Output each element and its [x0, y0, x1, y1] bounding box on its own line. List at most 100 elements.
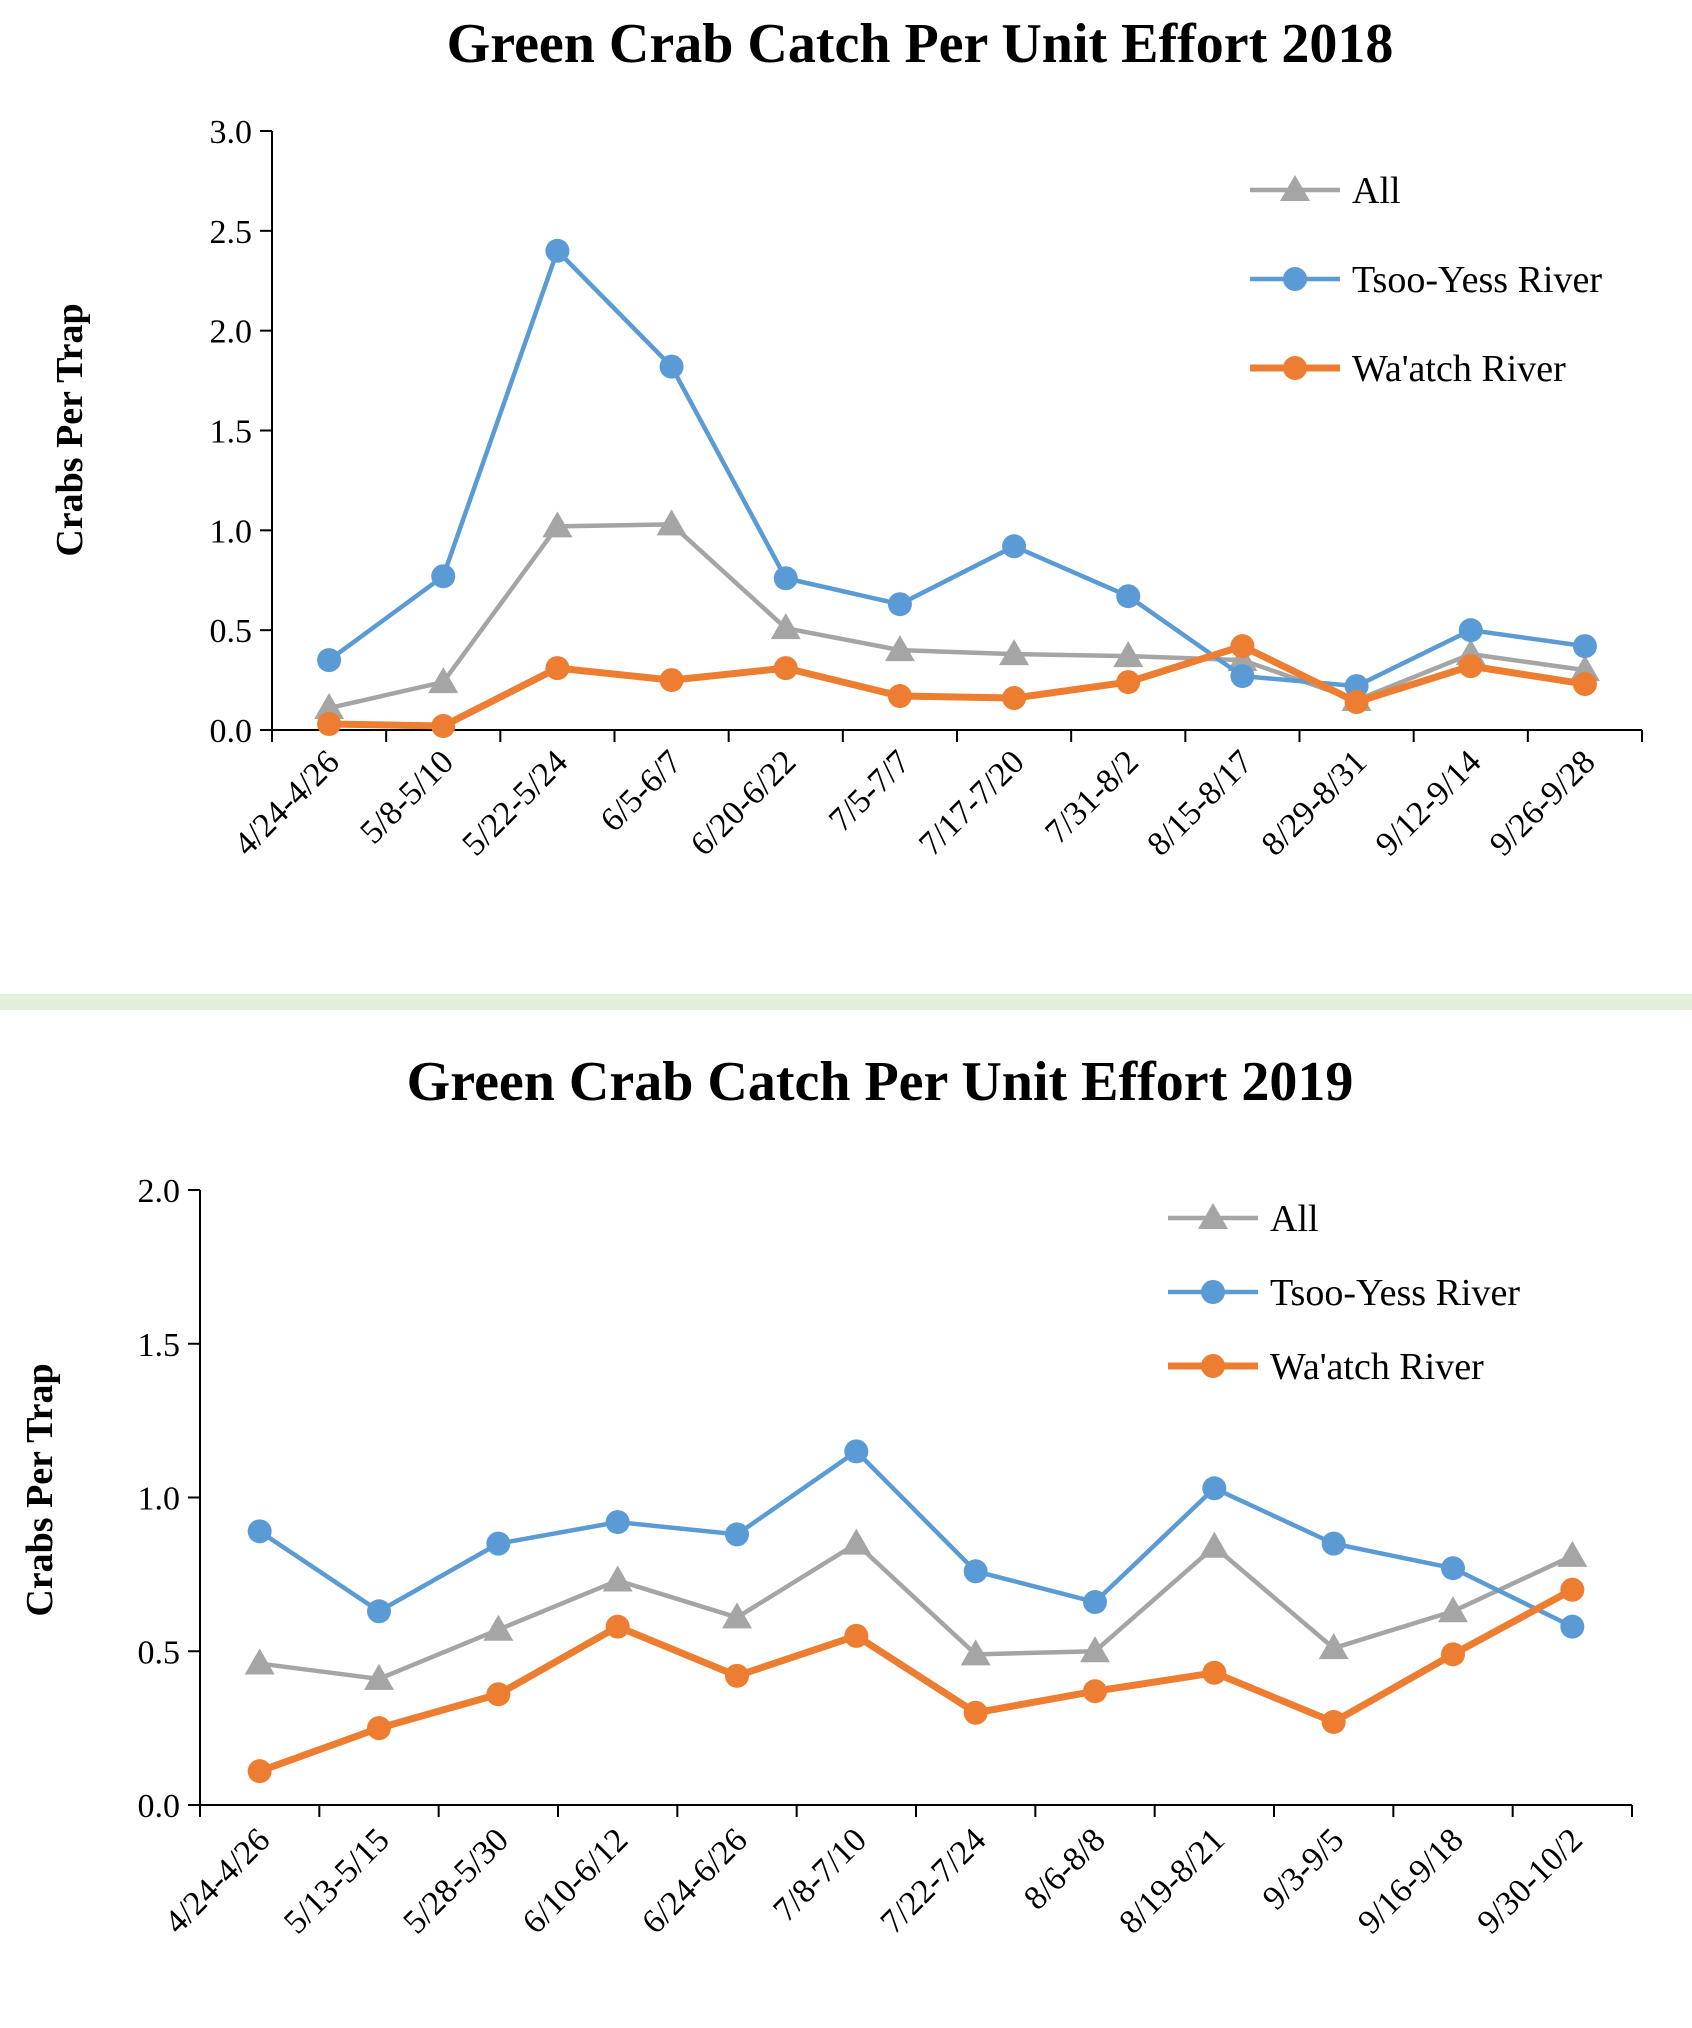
legend-marker-tsoo-yess-river — [1201, 1280, 1225, 1304]
data-point-wa-atch-river — [1002, 686, 1027, 711]
data-point-wa-atch-river — [367, 1716, 391, 1741]
data-point-all — [244, 1648, 275, 1675]
x-tick-label: 9/26-9/28 — [1483, 743, 1603, 863]
x-tick-label: 7/31-8/2 — [1038, 743, 1146, 851]
data-point-all — [770, 613, 801, 640]
legend-marker-tsoo-yess-river — [1283, 267, 1307, 291]
x-tick-label: 8/29-8/31 — [1255, 743, 1375, 863]
data-point-wa-atch-river — [887, 684, 912, 709]
data-point-wa-atch-river — [431, 714, 456, 739]
series-line-all — [259, 1541, 1574, 1682]
x-tick-label: 7/22-7/24 — [874, 1821, 994, 1941]
chart-2018-panel: Green Crab Catch Per Unit Effort 2018 Cra… — [0, 0, 1692, 994]
legend-marker-wa-atch-river — [1283, 356, 1307, 380]
x-tick-label: 6/5-6/7 — [594, 743, 690, 839]
x-tick-label: 6/24-6/26 — [635, 1821, 755, 1941]
y-tick-label: 0.0 — [210, 713, 253, 750]
data-point-all — [1318, 1633, 1349, 1660]
series-line-tsoo-yess-river — [258, 1449, 1574, 1629]
y-tick-label: 2.5 — [210, 214, 253, 251]
data-point-tsoo-yess-river — [1230, 664, 1255, 689]
data-point-wa-atch-river — [725, 1663, 749, 1688]
x-tick-label: 5/28-5/30 — [396, 1821, 516, 1941]
data-point-wa-atch-river — [659, 668, 684, 693]
x-tick-label: 9/16-9/18 — [1351, 1821, 1471, 1941]
data-point-all — [1080, 1636, 1110, 1663]
data-point-tsoo-yess-river — [1002, 534, 1027, 559]
data-point-wa-atch-river — [773, 656, 798, 681]
x-tick-label: 7/17-7/20 — [912, 743, 1032, 863]
x-tick-label: 5/22-5/24 — [455, 743, 575, 863]
data-point-wa-atch-river — [317, 712, 342, 737]
data-point-wa-atch-river — [1560, 1577, 1585, 1602]
data-point-all — [428, 667, 459, 694]
x-tick-label: 9/12-9/14 — [1369, 743, 1489, 863]
data-point-tsoo-yess-river — [1083, 1590, 1107, 1615]
data-point-wa-atch-river — [247, 1759, 272, 1784]
y-tick-label: 2.0 — [210, 314, 253, 351]
data-point-all — [884, 635, 915, 662]
x-tick-label: 9/30-10/2 — [1470, 1821, 1590, 1941]
legend-marker-all — [1280, 175, 1310, 201]
data-point-tsoo-yess-river — [963, 1559, 988, 1584]
x-tick-label: 6/20-6/22 — [684, 743, 804, 863]
data-point-all — [1557, 1540, 1588, 1567]
y-tick-label: 1.5 — [138, 1327, 181, 1364]
data-point-tsoo-yess-river — [659, 354, 684, 379]
y-tick-label: 1.5 — [210, 414, 253, 451]
series-line-all — [328, 522, 1586, 711]
x-tick-label: 8/15-8/17 — [1140, 743, 1260, 863]
x-tick-label: 8/6-8/8 — [1017, 1821, 1113, 1917]
x-tick-label: 5/8-5/10 — [353, 743, 461, 851]
data-point-wa-atch-river — [1202, 1660, 1227, 1685]
data-point-wa-atch-river — [486, 1682, 511, 1707]
data-point-wa-atch-river — [1116, 670, 1141, 695]
legend-label-wa-atch-river: Wa'atch River — [1270, 1346, 1484, 1388]
data-point-all — [1113, 641, 1144, 668]
legend-marker-wa-atch-river — [1201, 1354, 1225, 1378]
y-axis-label: Crabs Per Trap — [19, 1363, 61, 1616]
data-point-all — [1569, 655, 1600, 682]
chart-title: Green Crab Catch Per Unit Effort 2019 — [407, 1051, 1354, 1113]
legend-label-tsoo-yess-river: Tsoo-Yess River — [1270, 1272, 1520, 1314]
data-point-tsoo-yess-river — [1560, 1614, 1585, 1639]
data-point-tsoo-yess-river — [725, 1522, 749, 1547]
series-line-wa-atch-river — [258, 1586, 1574, 1775]
data-point-tsoo-yess-river — [247, 1519, 272, 1544]
chart-2018: Green Crab Catch Per Unit Effort 2018 Cra… — [49, 13, 1643, 863]
data-point-wa-atch-river — [545, 656, 570, 681]
chart-title: Green Crab Catch Per Unit Effort 2018 — [447, 13, 1394, 75]
x-tick-label: 9/3-9/5 — [1256, 1821, 1352, 1917]
y-tick-label: 1.0 — [138, 1481, 181, 1518]
legend-marker-all — [1198, 1203, 1228, 1229]
legend-label-tsoo-yess-river: Tsoo-Yess River — [1352, 259, 1602, 301]
data-point-wa-atch-river — [1441, 1642, 1465, 1667]
data-point-wa-atch-river — [1321, 1709, 1346, 1734]
data-point-all — [542, 511, 573, 538]
data-point-all — [602, 1565, 633, 1592]
data-point-tsoo-yess-river — [1458, 618, 1483, 643]
data-point-tsoo-yess-river — [773, 566, 798, 591]
y-tick-label: 0.5 — [138, 1634, 181, 1671]
data-point-tsoo-yess-river — [887, 592, 912, 617]
y-tick-label: 3.0 — [210, 114, 253, 151]
data-point-tsoo-yess-river — [605, 1510, 630, 1535]
series-line-tsoo-yess-river — [327, 248, 1586, 689]
data-point-wa-atch-river — [844, 1623, 869, 1648]
data-point-wa-atch-river — [1083, 1679, 1107, 1704]
data-point-wa-atch-river — [1572, 672, 1597, 697]
data-point-wa-atch-river — [1458, 654, 1483, 679]
data-point-all — [960, 1639, 991, 1666]
data-point-wa-atch-river — [605, 1614, 630, 1639]
data-point-all — [656, 509, 687, 536]
data-point-tsoo-yess-river — [1321, 1531, 1346, 1556]
data-point-all — [841, 1528, 872, 1555]
y-tick-label: 1.0 — [210, 513, 253, 550]
x-tick-label: 7/5-7/7 — [822, 743, 918, 839]
data-point-tsoo-yess-river — [317, 648, 342, 673]
y-tick-label: 0.0 — [138, 1788, 181, 1825]
chart-2019: Green Crab Catch Per Unit Effort 2019 Cra… — [19, 1051, 1633, 1941]
x-tick-label: 6/10-6/12 — [516, 1821, 636, 1941]
data-point-tsoo-yess-river — [844, 1439, 869, 1464]
data-point-tsoo-yess-river — [1572, 634, 1597, 659]
